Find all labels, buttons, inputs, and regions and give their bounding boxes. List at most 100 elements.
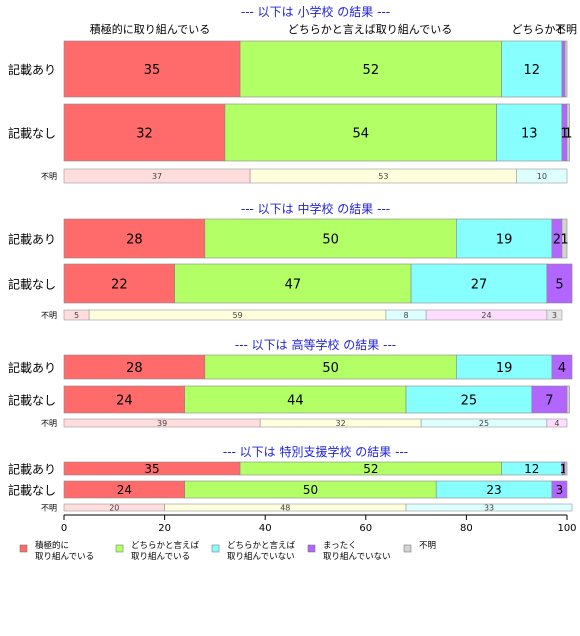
panel-title: --- 以下は 小学校 の結果 ---: [241, 4, 390, 19]
bar-segment: [551, 354, 573, 380]
bar-value-label: 19: [496, 232, 513, 247]
bar-value-label: 1: [560, 462, 568, 476]
bar-value-label: 12: [524, 63, 541, 78]
bar-segment: [63, 354, 206, 380]
bar-segment: [566, 385, 570, 414]
unknown-value-label: 8: [403, 311, 408, 320]
bar-value-label: 24: [117, 483, 132, 497]
bar-value-label: 35: [144, 462, 159, 476]
bar-value-label: 24: [116, 393, 133, 408]
unknown-row-label: 不明: [41, 311, 57, 320]
legend-swatch: [307, 544, 316, 553]
row-label: 記載なし: [8, 126, 56, 141]
panel-title: --- 以下は 中学校 の結果 ---: [241, 201, 390, 216]
bar-segment: [239, 40, 502, 98]
bar-value-label: 32: [136, 126, 153, 141]
bar-segment: [63, 263, 175, 304]
bar-value-label: 7: [545, 393, 553, 408]
bar-value-label: 22: [111, 277, 128, 292]
top-category-label: 不明: [555, 23, 577, 36]
top-category-label: 積極的に取り組んでいる: [90, 22, 210, 36]
unknown-bar-segment: [516, 168, 568, 184]
bar-value-label: 23: [486, 483, 501, 497]
unknown-bar-segment: [546, 418, 568, 428]
bar-segment: [456, 218, 553, 259]
bar-segment: [564, 461, 568, 476]
row-label: 記載なし: [8, 277, 56, 292]
legend-label: 取り組んでいる: [35, 551, 94, 562]
unknown-value-label: 53: [378, 172, 388, 181]
legend-label: 取り組んでいない: [227, 551, 295, 562]
panel-title: --- 以下は 高等学校 の結果 ---: [235, 337, 396, 352]
bar-segment: [566, 103, 570, 162]
bar-value-label: 50: [303, 483, 318, 497]
bar-value-label: 5: [555, 277, 563, 292]
unknown-value-label: 5: [74, 311, 79, 320]
bar-segment: [204, 218, 457, 259]
top-category-label: どちらかと言えば取り組んでいる: [288, 23, 452, 36]
unknown-value-label: 33: [484, 504, 494, 513]
unknown-value-label: 4: [554, 419, 559, 428]
unknown-bar-segment: [546, 309, 563, 321]
row-label: 記載あり: [8, 360, 56, 375]
unknown-row-label: 不明: [41, 504, 57, 513]
unknown-value-label: 59: [232, 311, 242, 320]
bar-value-label: 2: [553, 232, 561, 247]
unknown-value-label: 39: [157, 419, 167, 428]
unknown-value-label: 25: [479, 419, 489, 428]
bar-segment: [63, 218, 206, 259]
bar-segment: [63, 103, 226, 162]
bar-segment: [410, 263, 548, 304]
top-category-label: どちらかと: [512, 23, 567, 36]
x-tick-label: 20: [158, 523, 171, 534]
bar-segment: [204, 354, 457, 380]
bar-value-label: 50: [322, 232, 339, 247]
bar-value-label: 13: [521, 126, 538, 141]
bar-segment: [561, 40, 566, 98]
unknown-row-label: 不明: [41, 419, 57, 428]
bar-value-label: 4: [558, 361, 566, 376]
bar-segment: [174, 263, 412, 304]
bar-segment: [496, 103, 563, 162]
bar-value-label: 25: [461, 393, 478, 408]
bar-segment: [405, 385, 533, 414]
unknown-value-label: 3: [552, 311, 557, 320]
bar-value-label: 50: [322, 361, 339, 376]
x-tick-label: 80: [460, 523, 473, 534]
bar-value-label: 1: [564, 126, 572, 141]
bar-segment: [184, 385, 407, 414]
bar-value-label: 1: [560, 232, 568, 247]
row-label: 記載あり: [8, 232, 56, 247]
bar-value-label: 35: [144, 63, 161, 78]
unknown-value-label: 24: [481, 311, 491, 320]
legend-label: 取り組んでいる: [131, 551, 190, 562]
x-tick-label: 100: [557, 523, 576, 534]
bar-value-label: 1: [560, 126, 568, 141]
legend-label: まったく: [323, 541, 357, 551]
row-label: 記載なし: [8, 393, 56, 408]
panel-title: --- 以下は 特別支援学校 の結果 ---: [223, 444, 408, 459]
legend-swatch: [115, 544, 124, 553]
bar-segment: [531, 385, 568, 414]
unknown-row-label: 不明: [41, 172, 57, 181]
bar-value-label: 44: [287, 393, 304, 408]
legend-label: どちらかと言えば: [131, 540, 200, 551]
bar-value-label: 54: [352, 126, 369, 141]
row-label: 記載あり: [8, 62, 56, 77]
x-tick-label: 0: [61, 523, 67, 534]
legend-swatch: [403, 544, 412, 553]
bar-value-label: 52: [363, 462, 378, 476]
row-label: 記載あり: [8, 462, 56, 477]
bar-value-label: 12: [524, 462, 539, 476]
legend-swatch: [211, 544, 220, 553]
bar-segment: [551, 480, 568, 499]
unknown-value-label: 32: [336, 419, 346, 428]
unknown-bar-segment: [405, 503, 573, 512]
bar-value-label: 19: [496, 361, 513, 376]
x-tick-label: 60: [359, 523, 372, 534]
x-tick-label: 40: [259, 523, 272, 534]
unknown-value-label: 37: [152, 172, 162, 181]
bar-value-label: 52: [363, 63, 380, 78]
legend-label: 不明: [419, 541, 436, 551]
